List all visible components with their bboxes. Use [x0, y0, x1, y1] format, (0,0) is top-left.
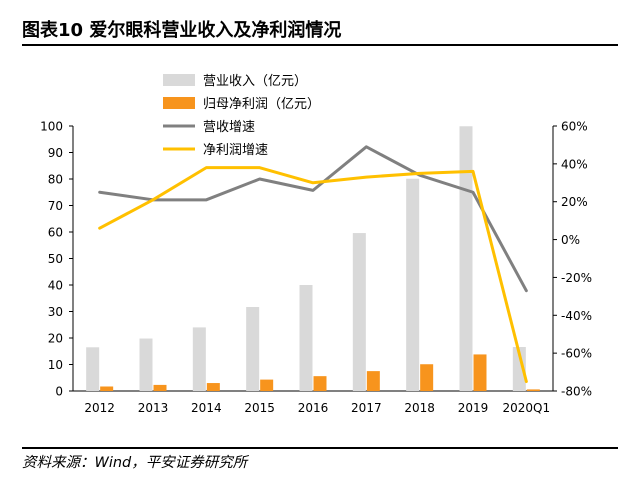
revenue-bar	[299, 285, 313, 391]
net-profit-bar	[260, 379, 274, 391]
x-tick-label: 2017	[351, 401, 382, 415]
legend-swatch	[163, 74, 195, 86]
legend-label: 营收增速	[203, 120, 255, 135]
x-tick-label: 2013	[138, 401, 169, 415]
left-tick-label: 60	[48, 226, 63, 240]
legend-swatch	[163, 97, 195, 109]
legend-label: 营业收入（亿元）	[203, 74, 307, 89]
net-profit-bar	[153, 384, 167, 391]
x-tick-label: 2019	[458, 401, 489, 415]
left-tick-label: 70	[48, 199, 63, 213]
left-tick-label: 40	[48, 279, 63, 293]
axes: 0 10 20 30 40 50 60 70 80 90 100 -80% -60% -40% -20% 0%…	[40, 120, 592, 416]
left-tick-label: 90	[48, 146, 63, 160]
right-tick-label: 40%	[561, 157, 588, 171]
x-tick-label: 2015	[244, 401, 275, 415]
right-tick-label: 0%	[561, 233, 580, 247]
right-tick-label: -80%	[561, 385, 592, 399]
x-tick-label: 2012	[84, 401, 115, 415]
revenue-bar	[512, 347, 526, 391]
net-profit-bar	[313, 376, 327, 391]
net-profit-bar	[366, 371, 380, 391]
revenue-bar	[192, 327, 206, 391]
x-tick-label: 2016	[298, 401, 329, 415]
revenue-bar	[86, 347, 100, 391]
revenue-bar	[246, 306, 260, 391]
lines	[98, 145, 528, 384]
x-tick-label: 2014	[191, 401, 222, 415]
left-tick-label: 20	[48, 332, 63, 346]
chart-title: 图表10 爱尔眼科营业收入及净利润情况	[22, 20, 342, 41]
left-tick-label: 100	[40, 120, 63, 134]
left-tick-label: 80	[48, 173, 63, 187]
left-tick-label: 50	[48, 252, 63, 266]
source-note: 资料来源：Wind，平安证券研究所	[22, 455, 248, 471]
chart-title-bar: 图表10 爱尔眼科营业收入及净利润情况	[22, 10, 618, 46]
revenue-bar	[139, 338, 153, 391]
revenue-growth-line	[98, 145, 528, 293]
net-profit-bar	[206, 383, 220, 391]
x-tick-label: 2020Q1	[503, 401, 551, 415]
net-profit-bar	[526, 389, 540, 391]
right-tick-label: -20%	[561, 271, 592, 285]
footer-divider	[22, 447, 618, 449]
net-profit-bar	[420, 364, 434, 391]
revenue-bar	[352, 233, 366, 391]
title-divider	[22, 44, 618, 46]
left-tick-label: 0	[55, 385, 63, 399]
bars	[86, 126, 540, 391]
x-tick-label: 2018	[404, 401, 435, 415]
right-tick-label: 60%	[561, 120, 588, 134]
revenue-bar	[459, 126, 473, 391]
right-tick-label: -60%	[561, 347, 592, 361]
net-profit-bar	[100, 386, 114, 391]
revenue-bar	[406, 178, 420, 391]
net-profit-growth-line	[98, 166, 528, 384]
legend-label: 净利润增速	[203, 143, 268, 158]
right-tick-label: 20%	[561, 195, 588, 209]
legend-label: 归母净利润（亿元）	[203, 97, 320, 112]
left-tick-label: 30	[48, 305, 63, 319]
net-profit-bar	[473, 354, 487, 391]
right-tick-label: -40%	[561, 309, 592, 323]
left-tick-label: 10	[48, 358, 63, 372]
